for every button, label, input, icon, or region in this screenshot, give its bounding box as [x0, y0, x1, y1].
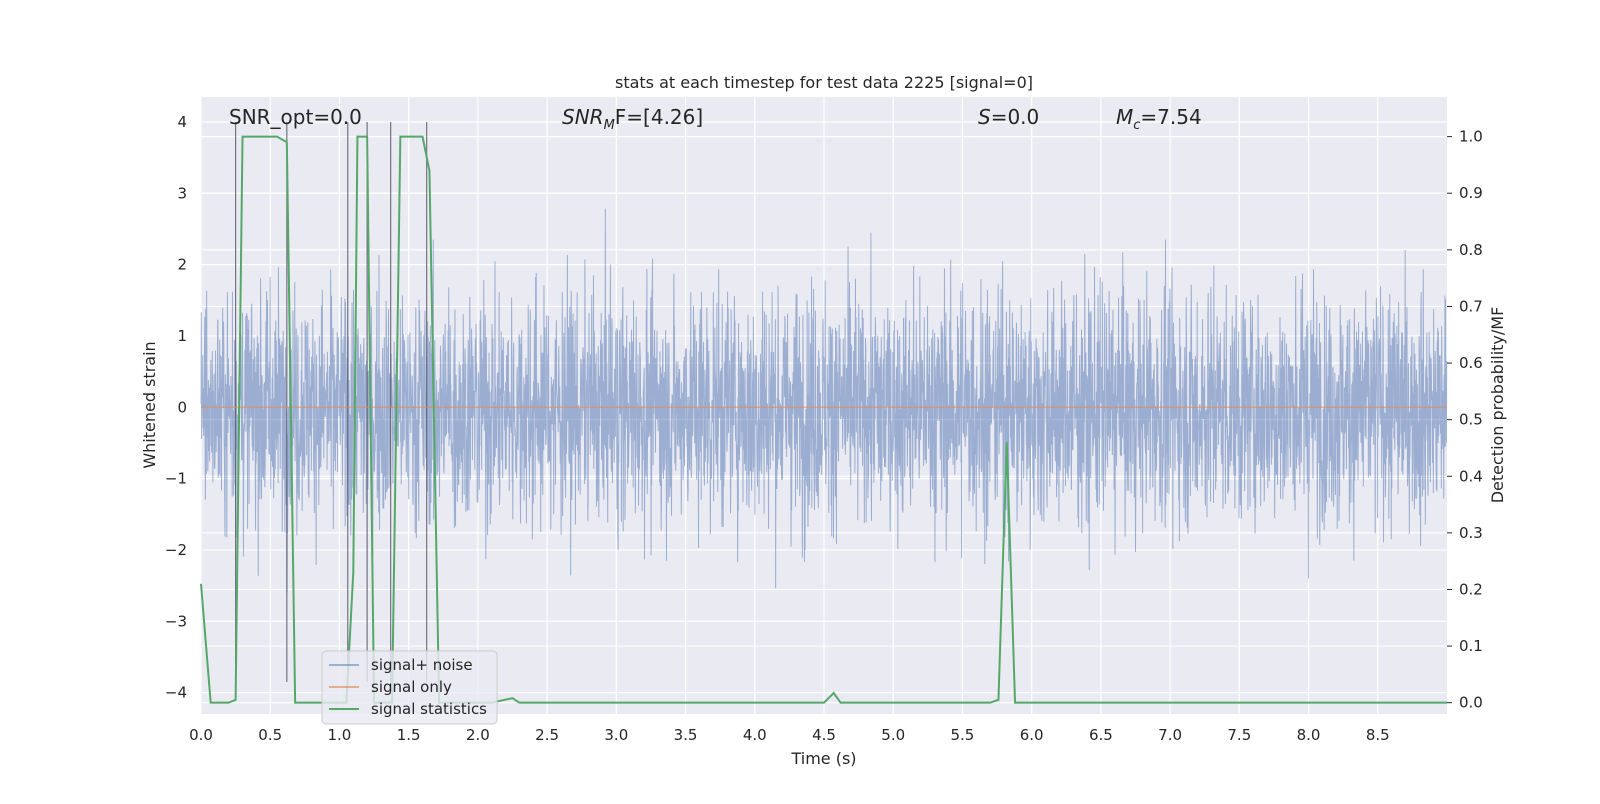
- y-right-tick-label: 0.6: [1459, 354, 1483, 372]
- y-right-tick-label: 0.9: [1459, 184, 1483, 202]
- signal-noise-line: [200, 208, 1448, 593]
- y-left-tick-label: −1: [165, 470, 187, 488]
- legend-label-signal-statistics: signal statistics: [371, 700, 487, 718]
- x-tick-label: 3.0: [604, 726, 628, 744]
- annotation-snr-mf: SNRMF=[4.26]: [562, 105, 703, 133]
- y-right-tick-label: 0.3: [1459, 524, 1483, 542]
- x-tick-label: 5.0: [881, 726, 905, 744]
- x-tick-label: 0.0: [189, 726, 213, 744]
- y-right-tick-label: 0.7: [1459, 297, 1483, 315]
- annotation-mc-sub: c: [1133, 118, 1140, 133]
- y-right-tick-label: 0.4: [1459, 467, 1483, 485]
- x-tick-labels: 0.0 0.5 1.0 1.5 2.0 2.5 3.0 3.5 4.0 4.5 5.0 5.5 6.0 6…: [189, 726, 1390, 744]
- y-left-tick-label: −2: [165, 541, 187, 559]
- annotation-snr-mf-sub: M: [604, 118, 615, 133]
- y-left-tick-label: 3: [177, 184, 187, 202]
- x-tick-label: 8.0: [1297, 726, 1321, 744]
- series-signal-statistics: [200, 135, 1447, 704]
- x-tick-label: 5.5: [951, 726, 975, 744]
- x-tick-label: 4.0: [743, 726, 767, 744]
- x-tick-label: 0.5: [258, 726, 282, 744]
- signal-statistics-line: [200, 135, 1447, 704]
- x-tick-label: 2.5: [535, 726, 559, 744]
- x-tick-label: 3.5: [674, 726, 698, 744]
- legend-label-signal-noise: signal+ noise: [371, 656, 473, 674]
- annotation-snr-mf-suffix: F=[4.26]: [615, 105, 703, 129]
- chart-title: stats at each timestep for test data 222…: [615, 73, 1033, 92]
- y-right-tick-labels: 1.0 0.9 0.8 0.7 0.6 0.5 0.4 0.3 0.2 0.1 0.0: [1447, 128, 1483, 712]
- annotation-snr-mf-prefix: SNR: [562, 105, 604, 129]
- x-tick-label: 1.5: [397, 726, 421, 744]
- annotation-mc-value: =7.54: [1140, 105, 1201, 129]
- legend: signal+ noise signal only signal statist…: [321, 650, 498, 725]
- x-tick-label: 6.0: [1020, 726, 1044, 744]
- y-right-tick-label: 0.5: [1459, 411, 1483, 429]
- legend-label-signal-only: signal only: [371, 678, 452, 696]
- y-right-tick-label: 0.2: [1459, 580, 1483, 598]
- annotation-mc-italic: M: [1116, 105, 1133, 129]
- annotation-mc: Mc=7.54: [1116, 105, 1202, 133]
- x-tick-label: 6.5: [1089, 726, 1113, 744]
- y-left-tick-labels: 4 3 2 1 0 −1 −2 −3 −4: [165, 113, 187, 702]
- x-tick-label: 8.5: [1366, 726, 1390, 744]
- annotation-s-value: =0.0: [991, 105, 1040, 129]
- y-right-tick-label: 0.1: [1459, 637, 1483, 655]
- x-tick-label: 1.0: [328, 726, 352, 744]
- x-tick-label: 2.0: [466, 726, 490, 744]
- x-tick-label: 4.5: [812, 726, 836, 744]
- y-left-tick-label: 0: [177, 398, 187, 416]
- y-right-tick-label: 0.8: [1459, 241, 1483, 259]
- y-axis-label-left: Whitened strain: [140, 341, 159, 468]
- series-signal-noise: [200, 208, 1448, 593]
- y-left-tick-label: 1: [177, 327, 187, 345]
- y-left-tick-label: 4: [177, 113, 187, 131]
- annotation-snr-opt: SNR_opt=0.0: [229, 105, 362, 129]
- y-axis-label-right: Detection probability/MF: [1488, 307, 1507, 504]
- y-left-tick-label: 2: [177, 256, 187, 274]
- x-tick-label: 7.0: [1158, 726, 1182, 744]
- x-tick-label: 7.5: [1227, 726, 1251, 744]
- annotation-s-italic: S: [978, 105, 991, 129]
- y-left-tick-label: −3: [165, 612, 187, 630]
- x-axis-label: Time (s): [790, 749, 856, 768]
- annotation-s: S=0.0: [978, 105, 1039, 129]
- legend-box: [321, 650, 498, 725]
- y-left-tick-label: −4: [165, 684, 187, 702]
- y-right-tick-label: 1.0: [1459, 128, 1483, 146]
- y-right-tick-label: 0.0: [1459, 694, 1483, 712]
